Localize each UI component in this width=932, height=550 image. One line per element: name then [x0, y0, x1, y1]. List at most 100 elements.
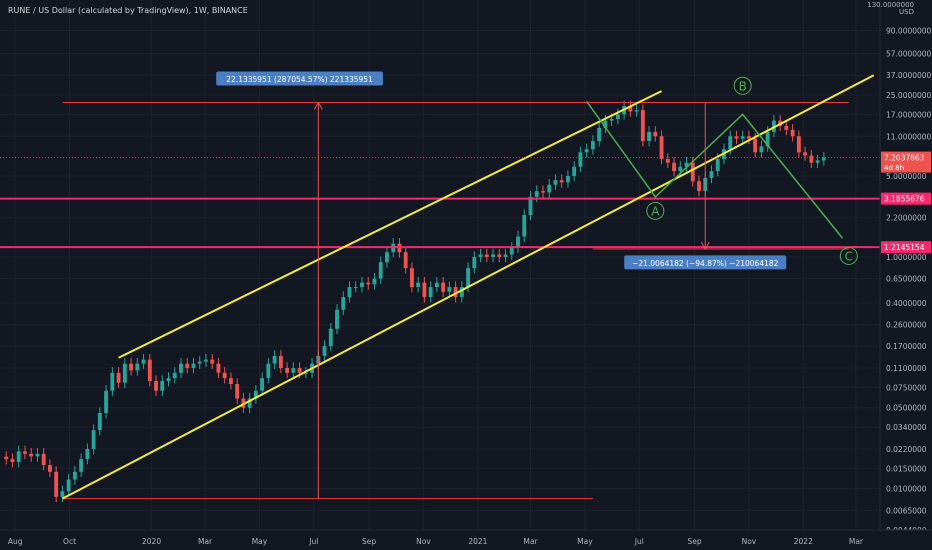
y-tick-label: 0.0150000	[886, 464, 927, 473]
candle-body	[684, 162, 689, 167]
candle-body	[534, 191, 539, 197]
candle-body	[272, 355, 277, 364]
candle-body	[60, 491, 65, 497]
x-tick-label: Mar	[523, 537, 538, 546]
candle-body	[572, 166, 577, 176]
candle-body	[16, 451, 21, 462]
candle-body	[129, 363, 133, 371]
candle-body	[628, 106, 633, 112]
candle-body	[85, 449, 90, 460]
candle-body	[222, 372, 227, 379]
candle-body	[110, 372, 115, 391]
candle-body	[609, 119, 614, 121]
candle-body	[409, 268, 414, 288]
candle-body	[790, 129, 795, 137]
y-tick-label: 1.0000000	[886, 253, 927, 262]
candle-body	[247, 398, 252, 408]
candle-body	[603, 120, 608, 128]
candle-body	[278, 355, 283, 369]
candle-body	[615, 114, 620, 120]
candle-body	[260, 378, 265, 391]
candle-body	[747, 136, 751, 139]
candle-body	[547, 184, 552, 193]
y-tick-label: 0.0065000	[886, 506, 927, 515]
current-price-tag	[881, 151, 931, 173]
candle-body	[678, 166, 683, 172]
candle-body	[659, 136, 664, 160]
candle-body	[803, 152, 808, 156]
candle-body	[497, 254, 502, 257]
level-price-label: 3.1855676	[884, 195, 925, 204]
candle-body	[584, 149, 589, 153]
candle-body	[47, 465, 52, 472]
candle-body	[403, 252, 408, 269]
candle-body	[821, 157, 826, 161]
candle-body	[41, 453, 46, 466]
x-tick-label: Jul	[308, 537, 318, 546]
x-tick-label: 2022	[794, 537, 813, 546]
candle-body	[466, 268, 471, 288]
candle-body	[216, 363, 221, 373]
candle-body	[697, 181, 701, 192]
candle-body	[116, 372, 121, 383]
candle-body	[434, 282, 439, 288]
candle-body	[141, 359, 146, 364]
y-tick-label: 25.0000000	[886, 91, 932, 100]
candle-body	[566, 175, 570, 183]
candle-body	[210, 359, 215, 364]
measure-down-label-box	[624, 255, 787, 270]
y-tick-label: 37.0000000	[886, 71, 932, 80]
candle-body	[597, 127, 602, 142]
x-tick-label: May	[577, 537, 593, 546]
candle-body	[97, 412, 102, 431]
x-tick-label: 2021	[468, 537, 487, 546]
candle-body	[491, 254, 495, 257]
candle-body	[378, 262, 383, 279]
candle-body	[484, 254, 489, 257]
candle-body	[353, 287, 358, 289]
candle-body	[91, 430, 96, 450]
candle-body	[291, 368, 296, 373]
candle-body	[335, 309, 339, 329]
candle-body	[10, 459, 15, 462]
candle-body	[459, 287, 464, 298]
candle-body	[303, 372, 308, 374]
candle-body	[734, 136, 739, 139]
candle-body	[715, 159, 720, 172]
candle-body	[341, 297, 346, 310]
candle-body	[740, 136, 745, 139]
candle-body	[72, 471, 77, 480]
level-price-tag	[881, 192, 931, 205]
x-tick-label: Sep	[687, 537, 701, 546]
x-tick-label: Nov	[742, 537, 757, 546]
elliott-wave-path	[586, 100, 844, 239]
candle-body	[559, 180, 564, 183]
candle-body	[253, 390, 258, 399]
candle-body	[235, 384, 240, 399]
x-tick-label: Jul	[634, 537, 644, 546]
candle-body	[728, 136, 733, 150]
x-tick-label: Oct	[63, 537, 76, 546]
candle-body	[366, 282, 371, 285]
candle-body	[784, 125, 789, 130]
candle-body	[66, 479, 71, 492]
measure-up-label-box	[216, 71, 383, 86]
chart-title: RUNE / US Dollar (calculated by TradingV…	[8, 6, 248, 15]
y-tick-label: 0.4000000	[886, 299, 927, 308]
measure-down-label: −21.0064182 (−94.87%) −210064182	[632, 259, 779, 268]
candle-body	[422, 282, 427, 298]
candle-body	[653, 131, 658, 137]
level-price-tag	[881, 241, 931, 254]
axis-top-label: 130.0000000	[867, 1, 914, 9]
candle-body	[266, 363, 271, 379]
candle-body	[147, 359, 152, 381]
candle-body	[122, 363, 127, 383]
candle-body	[191, 363, 196, 369]
measure-up-arrow	[313, 101, 323, 110]
x-tick-label: Mar	[198, 537, 213, 546]
candle-body	[553, 180, 558, 185]
y-tick-label: 0.1100000	[886, 364, 927, 373]
candle-body	[372, 278, 377, 285]
